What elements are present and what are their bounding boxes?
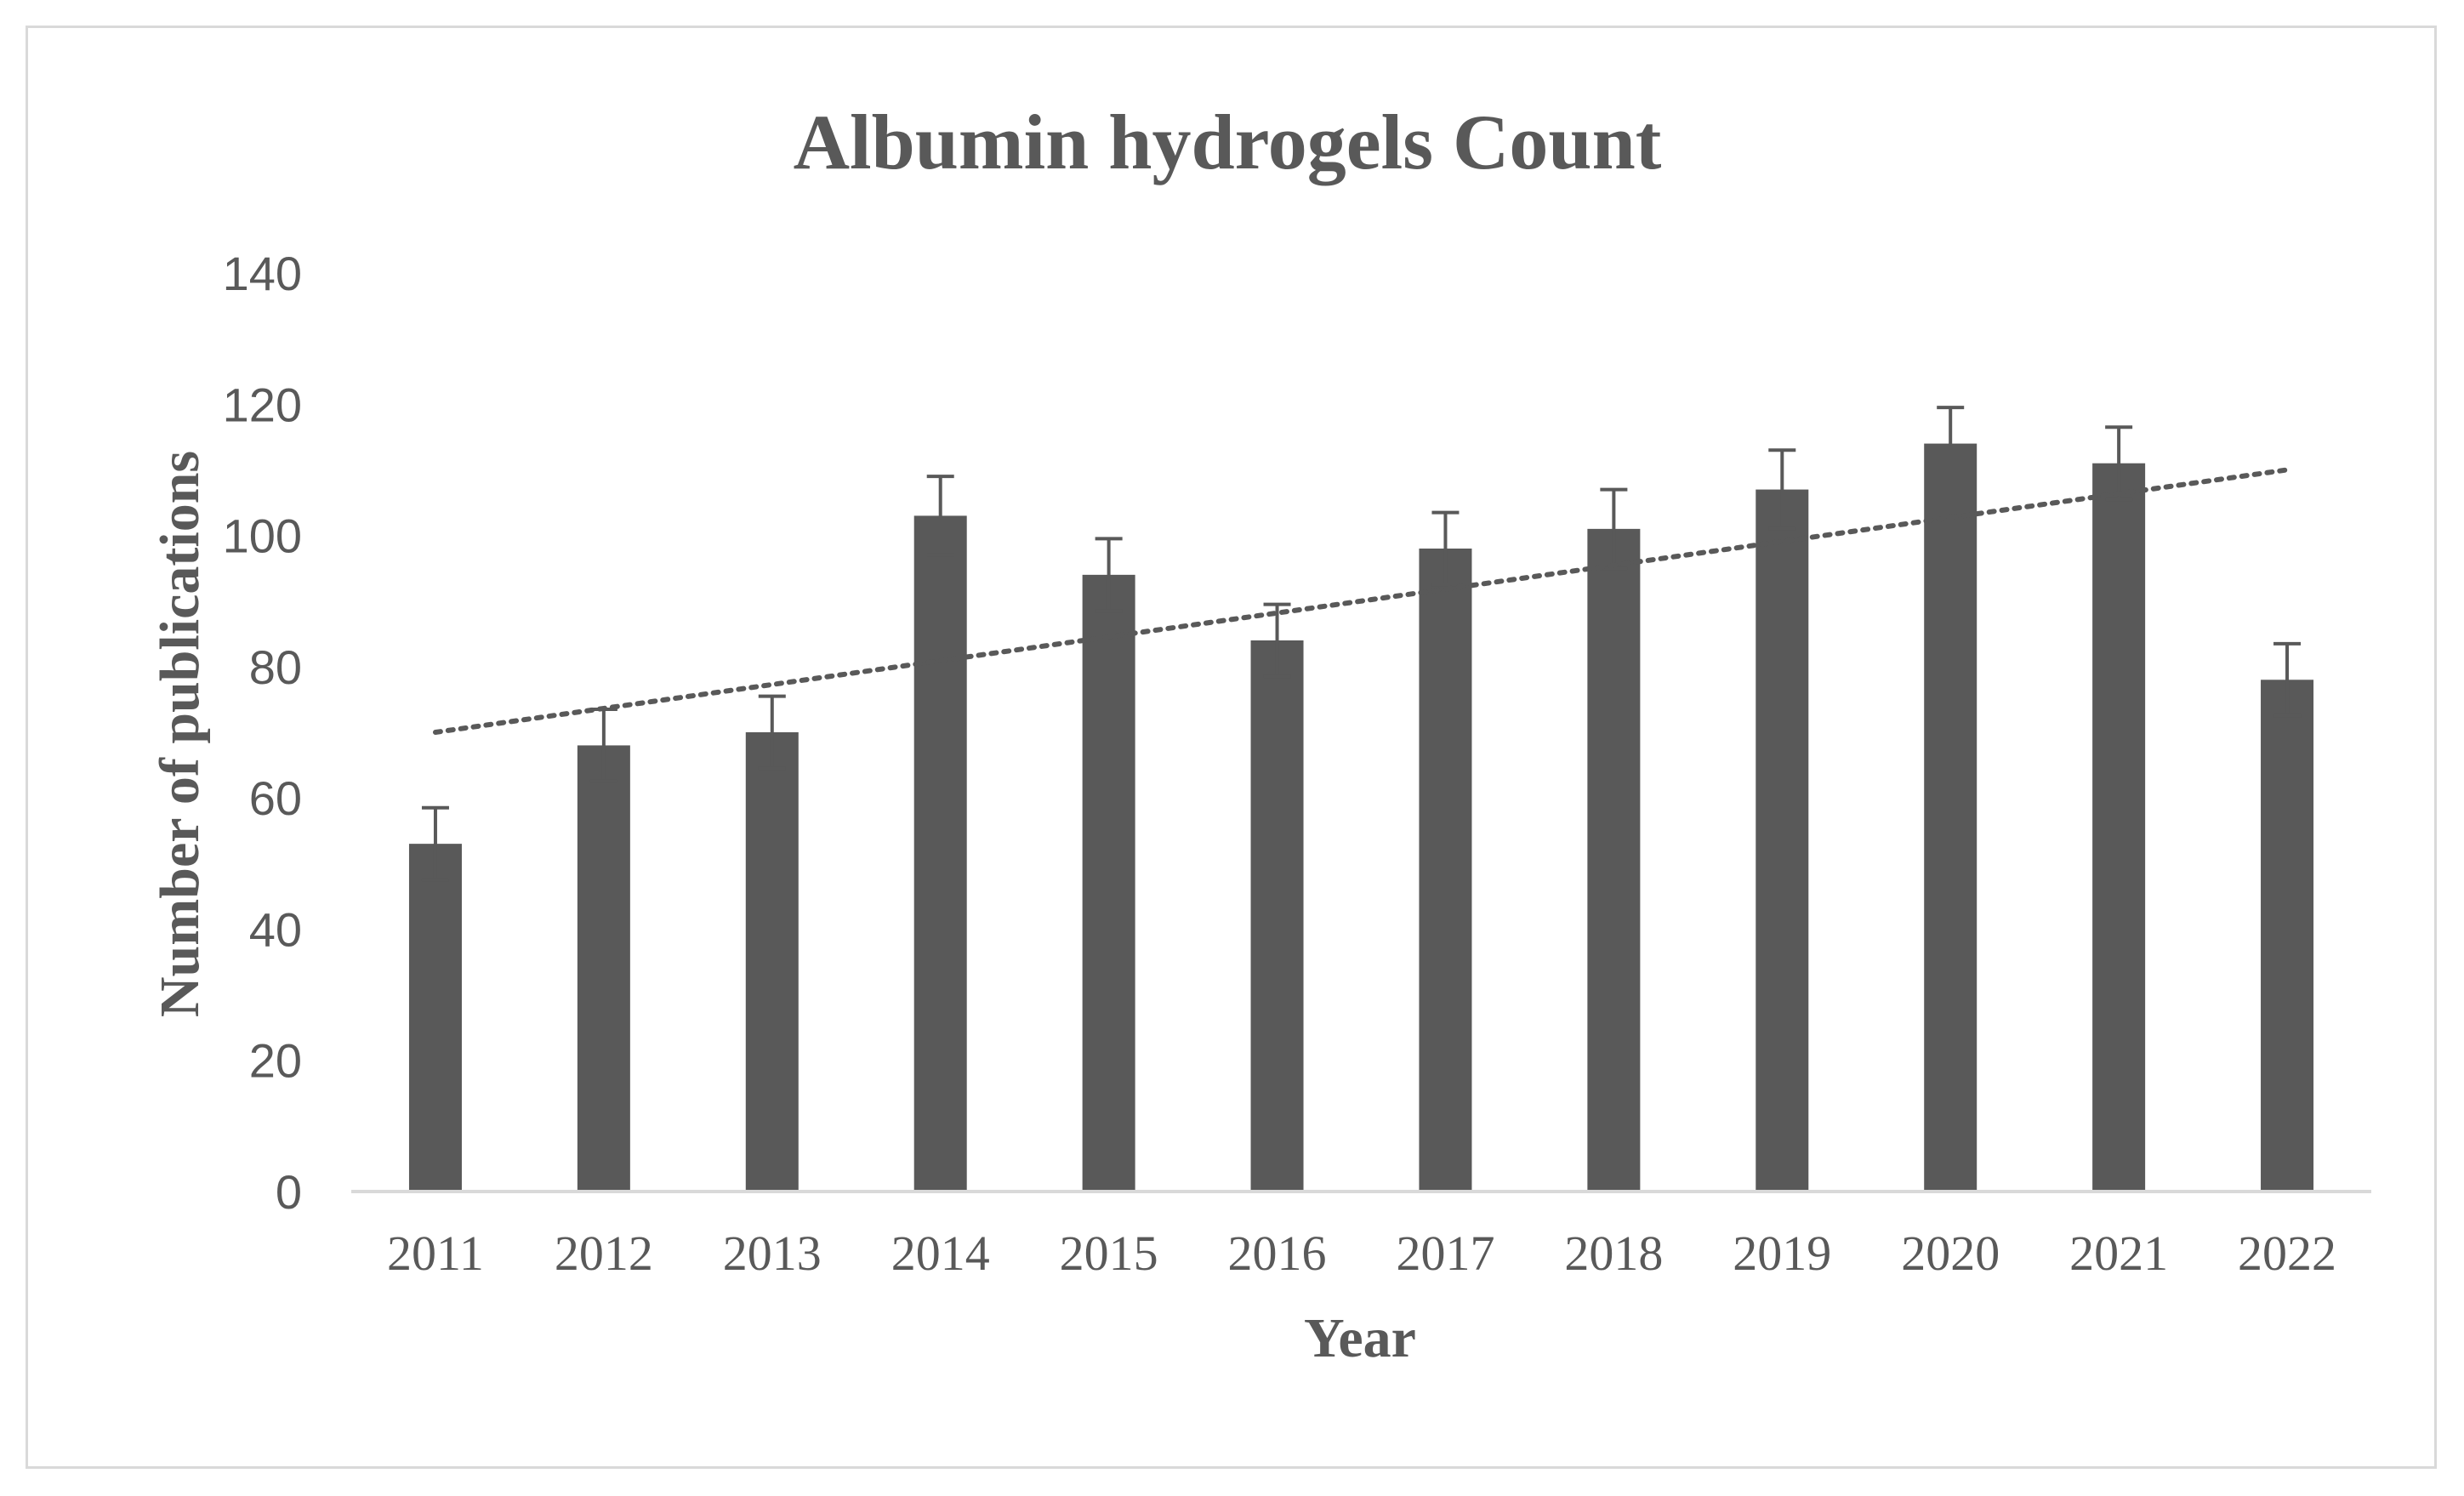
bar-2014 <box>913 515 967 1192</box>
error-bar-2019 <box>1768 448 1796 531</box>
y-tick-label: 120 <box>223 378 302 431</box>
chart-canvas: Albumin hydrogels Count Number of public… <box>149 99 2371 1369</box>
bar-2018 <box>1587 528 1641 1192</box>
bar-2013 <box>745 732 799 1192</box>
error-bar-2017 <box>1431 510 1460 587</box>
y-tick-label: 60 <box>249 771 302 825</box>
y-axis-ticks: 0 20 40 60 80 100 120 140 <box>223 247 302 1219</box>
x-tick-label: 2012 <box>555 1226 653 1281</box>
x-tick-label: 2020 <box>1901 1226 2000 1281</box>
error-bar-2013 <box>758 694 786 771</box>
error-bar-2011 <box>421 805 449 882</box>
bar-2019 <box>1756 489 1809 1192</box>
trendline-layer <box>432 467 2290 735</box>
error-bar-2015 <box>1095 537 1123 613</box>
chart-frame: Albumin hydrogels Count Number of public… <box>26 26 2437 1469</box>
x-tick-label: 2022 <box>2238 1226 2336 1281</box>
y-tick-label: 80 <box>249 640 302 694</box>
chart-title: Albumin hydrogels Count <box>794 99 1662 185</box>
error-bar-2022 <box>2273 641 2302 718</box>
x-axis-ticks: 2011 2012 2013 2014 2015 2016 2017 2018 2019 2020… <box>387 1226 2336 1281</box>
y-tick-label: 40 <box>249 902 302 956</box>
bar-2020 <box>1924 443 1977 1192</box>
bars <box>408 443 2314 1192</box>
x-tick-label: 2021 <box>2069 1226 2168 1281</box>
x-tick-label: 2016 <box>1228 1226 1327 1281</box>
x-tick-label: 2014 <box>891 1226 990 1281</box>
bar-2012 <box>577 745 630 1192</box>
x-tick-label: 2018 <box>1564 1226 1663 1281</box>
trendline <box>432 467 2290 735</box>
x-axis-title: Year <box>1304 1307 1416 1369</box>
error-bar-2020 <box>1937 406 1965 481</box>
bar-2016 <box>1250 640 1304 1192</box>
x-tick-label: 2019 <box>1733 1226 1831 1281</box>
error-bar-2014 <box>926 475 954 557</box>
error-bar-2016 <box>1263 602 1291 679</box>
bar-2011 <box>408 844 462 1192</box>
bar-2015 <box>1082 574 1135 1192</box>
y-tick-label: 140 <box>223 247 302 300</box>
y-tick-label: 100 <box>223 509 302 563</box>
bar-2022 <box>2261 680 2314 1192</box>
bar-2017 <box>1419 549 1472 1192</box>
y-axis-title: Number of publications <box>149 451 211 1017</box>
error-bars <box>421 406 2302 882</box>
x-tick-label: 2011 <box>387 1226 484 1281</box>
x-tick-label: 2013 <box>723 1226 822 1281</box>
bar-2021 <box>2092 463 2146 1192</box>
y-tick-label: 20 <box>249 1034 302 1088</box>
error-bar-2021 <box>2105 425 2133 502</box>
x-tick-label: 2015 <box>1060 1226 1158 1281</box>
x-tick-label: 2017 <box>1396 1226 1494 1281</box>
y-tick-label: 0 <box>276 1165 302 1219</box>
